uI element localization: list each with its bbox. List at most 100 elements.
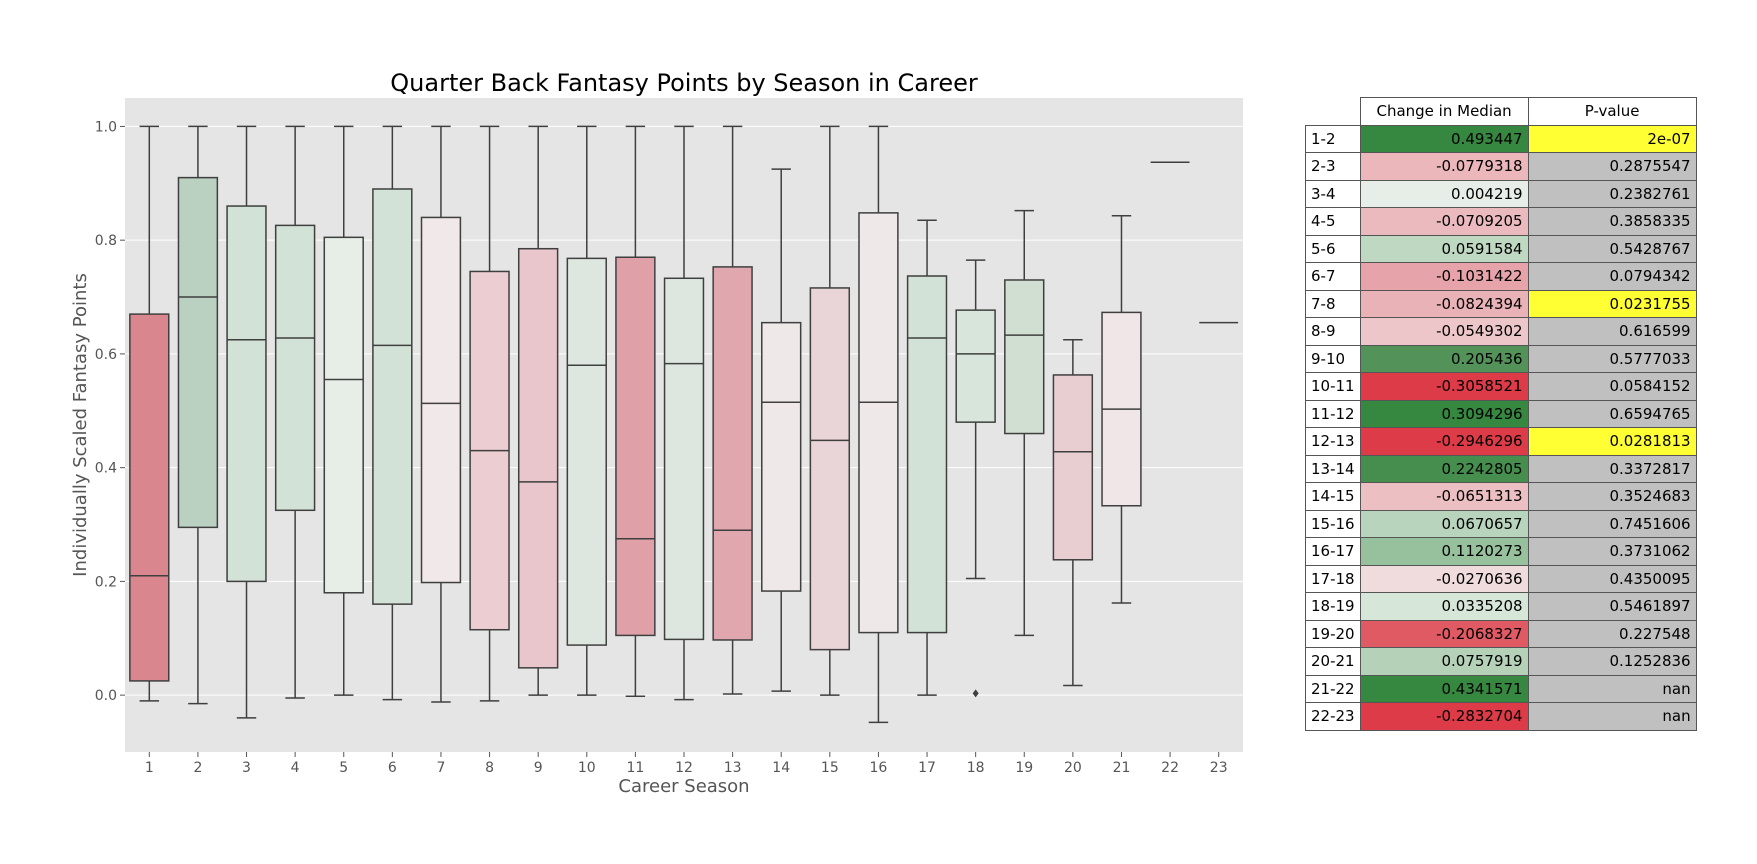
season-pair-cell: 3-4 — [1305, 179, 1361, 208]
box-iqr — [906, 275, 948, 634]
box-iqr — [858, 212, 899, 634]
column-header: Change in Median — [1359, 97, 1529, 126]
p-value-cell: 0.227548 — [1527, 619, 1697, 648]
median-change-table: Change in Median P-value 1-2 0.493447 2e-0… — [1305, 97, 1697, 731]
table-row: 19-20 -0.2068327 0.227548 — [1305, 619, 1697, 648]
y-tick-label: 0.6 — [95, 347, 117, 363]
table-header-row: Change in Median P-value — [1306, 97, 1697, 126]
box-iqr — [566, 257, 607, 646]
p-value-cell: 2e-07 — [1527, 124, 1697, 153]
p-value-cell: 0.4350095 — [1527, 564, 1697, 593]
change-in-median-cell: -0.1031422 — [1359, 262, 1529, 291]
season-pair-cell: 12-13 — [1305, 427, 1361, 456]
change-in-median-cell: 0.1120273 — [1359, 537, 1529, 566]
box-season-8 — [469, 125, 510, 702]
x-tick-label: 2 — [193, 760, 202, 776]
box-iqr — [955, 309, 996, 423]
x-tick-label: 8 — [485, 760, 494, 776]
table-row: 8-9 -0.0549302 0.616599 — [1305, 317, 1697, 346]
x-tick-label: 18 — [967, 760, 985, 776]
change-in-median-cell: 0.0335208 — [1359, 592, 1529, 621]
box-iqr — [712, 266, 753, 641]
outlier-point — [972, 689, 979, 698]
table-row: 6-7 -0.1031422 0.0794342 — [1305, 262, 1697, 291]
box-season-12 — [663, 125, 705, 701]
table-row: 12-13 -0.2946296 0.0281813 — [1305, 427, 1697, 456]
box-season-15 — [809, 125, 851, 696]
season-pair-cell: 16-17 — [1305, 537, 1361, 566]
p-value-cell: 0.0584152 — [1527, 372, 1697, 401]
change-in-median-cell: -0.0549302 — [1359, 317, 1529, 346]
table-row: 10-11 -0.3058521 0.0584152 — [1305, 372, 1697, 401]
change-in-median-cell: -0.0270636 — [1359, 564, 1529, 593]
season-pair-cell: 4-5 — [1305, 207, 1361, 236]
box-iqr — [323, 236, 364, 594]
x-axis-ticks: 1 2 3 4 5 6 7 8 9 10 11 12 13 14 15 16 17 18 19 20 21 22 23 — [145, 752, 1228, 776]
box-season-3 — [226, 125, 267, 719]
table-row: 13-14 0.2242805 0.3372817 — [1305, 454, 1697, 483]
box-season-19 — [1004, 209, 1045, 637]
p-value-cell: 0.3731062 — [1527, 537, 1697, 566]
x-tick-label: 3 — [242, 760, 251, 776]
x-tick-label: 19 — [1015, 760, 1033, 776]
box-season-18 — [955, 259, 996, 698]
box-iqr — [663, 277, 705, 641]
change-in-median-cell: -0.2832704 — [1359, 702, 1529, 731]
box-iqr — [517, 247, 559, 669]
change-in-median-cell: 0.493447 — [1359, 124, 1529, 153]
p-value-cell: 0.2382761 — [1527, 179, 1697, 208]
p-value-cell: 0.7451606 — [1527, 509, 1697, 538]
p-value-cell: 0.3858335 — [1527, 207, 1697, 236]
box-season-2 — [177, 125, 219, 705]
table-row: 20-21 0.0757919 0.1252836 — [1305, 647, 1697, 676]
table-row: 16-17 0.1120273 0.3731062 — [1305, 537, 1697, 566]
season-pair-cell: 9-10 — [1305, 344, 1361, 373]
table-row: 5-6 0.0591584 0.5428767 — [1305, 234, 1697, 263]
box-iqr — [1004, 279, 1045, 435]
season-pair-cell: 19-20 — [1305, 619, 1361, 648]
p-value-cell: 0.0281813 — [1527, 427, 1697, 456]
y-axis-label: Individually Scaled Fantasy Points — [70, 273, 91, 577]
season-pair-cell: 10-11 — [1305, 372, 1361, 401]
box-iqr — [1052, 374, 1094, 561]
chart-title: Quarter Back Fantasy Points by Season in… — [390, 69, 978, 97]
table-row: 1-2 0.493447 2e-07 — [1305, 124, 1697, 153]
box-season-1 — [129, 125, 170, 702]
change-in-median-cell: 0.2242805 — [1359, 454, 1529, 483]
p-value-cell: 0.2875547 — [1527, 152, 1697, 181]
x-tick-label: 23 — [1210, 760, 1228, 776]
box-iqr — [274, 224, 316, 512]
season-pair-cell: 20-21 — [1305, 647, 1361, 676]
p-value-cell: 0.0794342 — [1527, 262, 1697, 291]
box-season-11 — [615, 125, 656, 698]
p-value-cell: 0.3372817 — [1527, 454, 1697, 483]
table-row: 3-4 0.004219 0.2382761 — [1305, 179, 1697, 208]
x-tick-label: 11 — [626, 760, 644, 776]
season-pair-cell: 7-8 — [1305, 289, 1361, 318]
x-tick-label: 5 — [339, 760, 348, 776]
change-in-median-cell: 0.0757919 — [1359, 647, 1529, 676]
season-pair-cell: 11-12 — [1305, 399, 1361, 428]
p-value-cell: 0.5428767 — [1527, 234, 1697, 263]
season-pair-cell: 2-3 — [1305, 152, 1361, 181]
change-in-median-cell: 0.4341571 — [1359, 674, 1529, 703]
y-axis-ticks: 0.0 0.2 0.4 0.6 0.8 1.0 — [95, 119, 125, 704]
season-pair-cell: 8-9 — [1305, 317, 1361, 346]
box-season-21 — [1101, 214, 1142, 604]
x-tick-label: 9 — [534, 760, 543, 776]
box-season-4 — [274, 125, 316, 699]
change-in-median-cell: 0.004219 — [1359, 179, 1529, 208]
box-season-20 — [1052, 338, 1094, 687]
box-season-17 — [906, 219, 948, 696]
table-row: 4-5 -0.0709205 0.3858335 — [1305, 207, 1697, 236]
column-header: P-value — [1527, 97, 1697, 126]
y-tick-label: 0.0 — [95, 688, 117, 704]
table-row: 18-19 0.0335208 0.5461897 — [1305, 592, 1697, 621]
x-tick-label: 4 — [291, 760, 300, 776]
table-body: 1-2 0.493447 2e-07 2-3 -0.0779318 0.2875547 3-… — [1305, 124, 1697, 731]
change-in-median-cell: -0.0651313 — [1359, 482, 1529, 511]
table-row: 21-22 0.4341571 nan — [1305, 674, 1697, 703]
x-axis-label: Career Season — [618, 776, 749, 797]
p-value-cell: 0.0231755 — [1527, 289, 1697, 318]
change-in-median-cell: -0.0779318 — [1359, 152, 1529, 181]
